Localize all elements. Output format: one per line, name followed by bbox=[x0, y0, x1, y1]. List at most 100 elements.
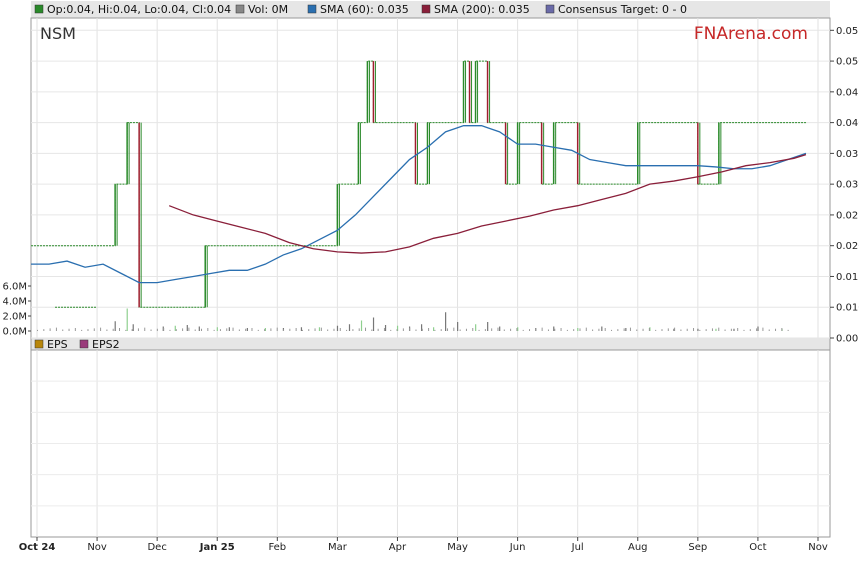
legend-label-4: Consensus Target: 0 - 0 bbox=[558, 3, 687, 16]
volume-bar-30 bbox=[553, 326, 555, 331]
volume-bar-25 bbox=[475, 324, 477, 331]
volume-tick-104 bbox=[693, 328, 695, 331]
sma-series bbox=[31, 125, 807, 284]
volume-bar-13 bbox=[318, 327, 321, 331]
volume-bar-36 bbox=[697, 328, 699, 331]
volume-tick-45 bbox=[320, 327, 322, 331]
volume-bar-39 bbox=[757, 326, 759, 331]
volume-bar-17 bbox=[372, 317, 375, 331]
volume-tick-73 bbox=[497, 327, 499, 331]
volume-tick-111 bbox=[737, 328, 739, 331]
volume-tick-18 bbox=[150, 329, 152, 331]
vol-tick-label-2: 2.0M bbox=[2, 312, 27, 323]
x-tick-label-7: May bbox=[447, 542, 468, 553]
volume-tick-112 bbox=[743, 329, 745, 331]
x-tick-label-3: Jan 25 bbox=[199, 542, 235, 553]
y-tick-label-5: 0.030 bbox=[836, 180, 859, 191]
legend-label-2: SMA (60): 0.035 bbox=[320, 3, 409, 16]
volume-tick-103 bbox=[686, 328, 688, 331]
volume-tick-70 bbox=[478, 329, 480, 331]
volume-bar-15 bbox=[348, 324, 351, 331]
volume-tick-100 bbox=[667, 328, 669, 331]
volume-tick-109 bbox=[724, 329, 726, 331]
sma-line-0 bbox=[31, 125, 807, 284]
volume-tick-37 bbox=[270, 328, 272, 331]
volume-bar-34 bbox=[649, 327, 651, 331]
vol-tick-label-1: 4.0M bbox=[2, 297, 27, 308]
price-panel bbox=[30, 17, 831, 339]
volume-tick-44 bbox=[314, 328, 316, 331]
volume-tick-55 bbox=[383, 328, 385, 331]
eps-legend-label-1: EPS2 bbox=[92, 338, 120, 351]
volume-tick-78 bbox=[529, 329, 531, 331]
volume-bar-10 bbox=[264, 328, 266, 331]
volume-tick-48 bbox=[339, 328, 341, 331]
x-tick-label-2: Dec bbox=[147, 542, 166, 553]
volume-tick-65 bbox=[447, 328, 449, 331]
volume-tick-49 bbox=[346, 329, 348, 331]
volume-tick-34 bbox=[251, 328, 253, 331]
volume-tick-115 bbox=[762, 327, 764, 331]
volume-tick-58 bbox=[402, 328, 404, 331]
volume-tick-85 bbox=[573, 329, 575, 331]
volume-tick-28 bbox=[213, 329, 215, 331]
x-tick-label-9: Jul bbox=[571, 542, 584, 553]
eps-legend: EPS EPS2 bbox=[34, 338, 120, 351]
x-tick-label-6: Apr bbox=[389, 542, 407, 553]
y-tick-label-0: 0.055 bbox=[836, 26, 859, 37]
volume-tick-89 bbox=[598, 328, 600, 331]
volume-tick-79 bbox=[535, 328, 537, 331]
y-tick-label-9: 0.010 bbox=[836, 303, 859, 314]
volume-bar-22 bbox=[433, 327, 435, 331]
volume-tick-4 bbox=[62, 329, 64, 331]
volume-tick-83 bbox=[560, 328, 562, 331]
volume-tick-0 bbox=[37, 329, 39, 331]
legend-label-3: SMA (200): 0.035 bbox=[434, 3, 530, 16]
volume-tick-106 bbox=[705, 329, 707, 331]
volume-tick-62 bbox=[428, 328, 430, 331]
x-tick-label-8: Jun bbox=[509, 542, 526, 553]
volume-tick-86 bbox=[579, 328, 581, 331]
volume-tick-36 bbox=[264, 329, 266, 331]
volume-tick-41 bbox=[295, 328, 297, 331]
volume-bar-37 bbox=[715, 328, 717, 331]
volume-tick-118 bbox=[781, 328, 783, 331]
volume-tick-11 bbox=[106, 329, 108, 331]
volume-bars bbox=[37, 308, 789, 331]
volume-tick-61 bbox=[421, 328, 423, 331]
volume-tick-96 bbox=[642, 328, 644, 331]
y-tick-label-3: 0.040 bbox=[836, 118, 859, 129]
volume-tick-17 bbox=[144, 327, 146, 331]
volume-tick-33 bbox=[245, 328, 247, 331]
volume-tick-116 bbox=[768, 329, 770, 331]
legend-bar bbox=[31, 1, 830, 18]
x-tick-label-1: Nov bbox=[87, 542, 107, 553]
x-tick-label-0: Oct 24 bbox=[19, 542, 56, 553]
volume-bar-1 bbox=[126, 308, 128, 331]
eps-legend-swatch-0 bbox=[34, 339, 44, 349]
volume-tick-52 bbox=[365, 327, 367, 331]
volume-tick-23 bbox=[182, 328, 184, 331]
time-axis: Oct 24 Nov Dec Jan 25 Feb Mar Apr May Jun Jul Aug S… bbox=[19, 537, 828, 553]
y-tick-label-6: 0.025 bbox=[836, 210, 859, 221]
legend-swatch-2 bbox=[307, 4, 317, 14]
volume-tick-97 bbox=[648, 328, 650, 331]
volume-tick-12 bbox=[112, 328, 114, 331]
volume-tick-27 bbox=[207, 328, 209, 331]
volume-tick-8 bbox=[87, 329, 89, 331]
volume-bar-5 bbox=[186, 325, 188, 331]
volume-bar-21 bbox=[420, 324, 423, 331]
volume-tick-29 bbox=[219, 329, 221, 331]
volume-tick-81 bbox=[547, 329, 549, 331]
volume-bar-18 bbox=[384, 325, 387, 331]
y-tick-label-4: 0.035 bbox=[836, 149, 859, 160]
volume-bar-33 bbox=[625, 328, 627, 331]
volume-tick-102 bbox=[680, 329, 682, 331]
volume-tick-63 bbox=[434, 329, 436, 331]
x-tick-label-12: Oct bbox=[749, 542, 766, 553]
volume-tick-53 bbox=[371, 329, 373, 331]
volume-bar-28 bbox=[517, 327, 519, 331]
vol-tick-label-0: 6.0M bbox=[2, 282, 27, 293]
y-tick-label-2: 0.045 bbox=[836, 87, 859, 98]
volume-tick-57 bbox=[396, 329, 398, 331]
